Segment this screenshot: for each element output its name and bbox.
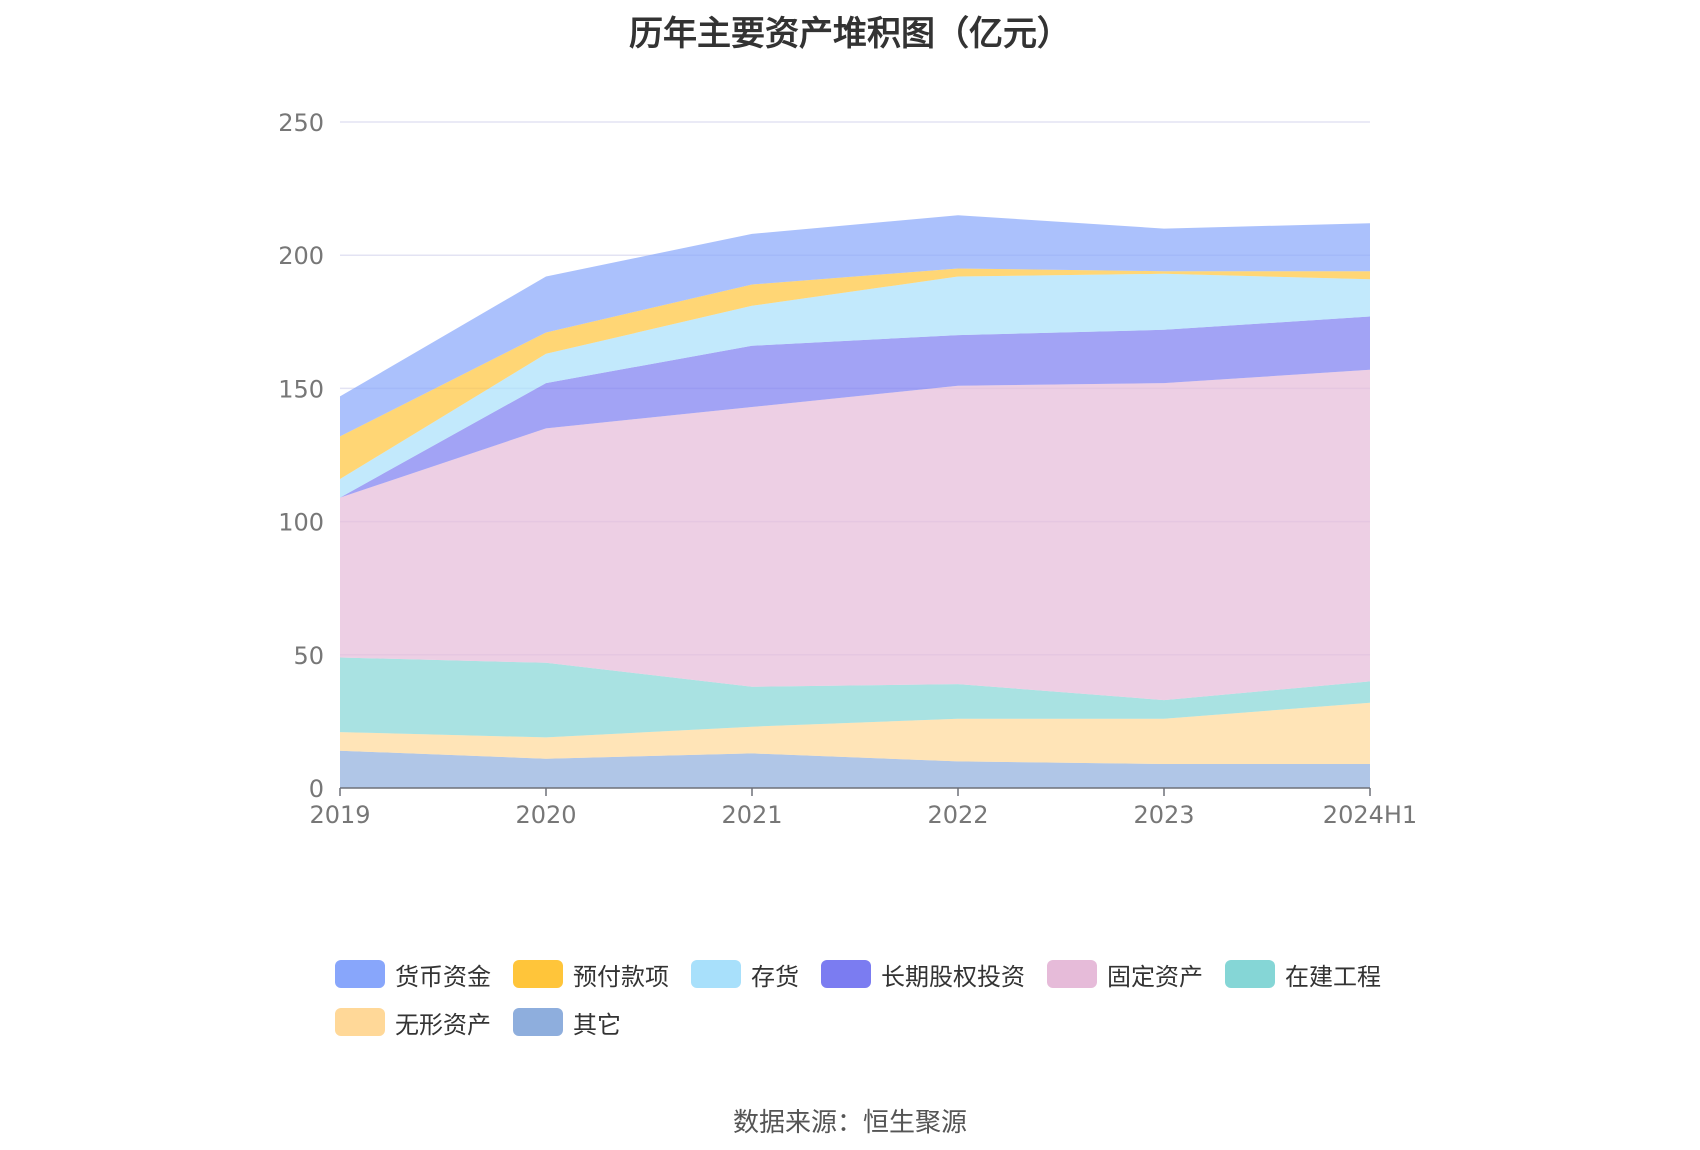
area-series: [340, 215, 1370, 788]
x-tick-label: 2023: [1133, 801, 1194, 829]
legend-label: 长期股权投资: [881, 962, 1025, 991]
legend-swatch: [1047, 960, 1097, 988]
legend-item[interactable]: 在建工程: [1225, 957, 1381, 992]
legend-label: 其它: [573, 1010, 621, 1039]
area-货币资金: [340, 215, 1370, 437]
legend-swatch: [513, 960, 563, 988]
area-在建工程: [340, 657, 1370, 738]
x-tick-label: 2020: [515, 801, 576, 829]
y-tick-label: 0: [309, 775, 324, 803]
y-tick-label: 150: [278, 375, 324, 403]
area-长期股权投资: [340, 316, 1370, 498]
legend-swatch: [821, 960, 871, 988]
x-tick-label: 2022: [927, 801, 988, 829]
y-tick-label: 250: [278, 109, 324, 137]
legend-swatch: [335, 960, 385, 988]
legend-swatch: [1225, 960, 1275, 988]
area-无形资产: [340, 702, 1370, 764]
legend-label: 无形资产: [395, 1010, 491, 1039]
legend-label: 存货: [751, 962, 799, 991]
legend-label: 预付款项: [573, 962, 669, 991]
area-固定资产: [340, 369, 1370, 701]
legend-item[interactable]: 预付款项: [513, 957, 669, 992]
stacked-area-chart: 0 50 100 150 200 250 2019 2020 2021 2022 2023 2024H…: [278, 109, 1417, 829]
y-tick-label: 100: [278, 509, 324, 537]
legend-row: 无形资产 其它: [335, 998, 1435, 1046]
legend-item[interactable]: 货币资金: [335, 957, 491, 992]
legend: 货币资金 预付款项 存货 长期股权投资 固定资产 在建工程 无形资产 其它: [335, 950, 1435, 1046]
y-tick-label: 50: [293, 642, 324, 670]
x-tick-label: 2019: [309, 801, 370, 829]
y-tick-label: 200: [278, 242, 324, 270]
area-存货: [340, 273, 1370, 498]
legend-label: 在建工程: [1285, 962, 1381, 991]
legend-item[interactable]: 存货: [691, 957, 799, 992]
legend-row: 货币资金 预付款项 存货 长期股权投资 固定资产 在建工程: [335, 950, 1435, 998]
x-tick-label: 2021: [721, 801, 782, 829]
area-其它: [340, 750, 1370, 788]
area-预付款项: [340, 268, 1370, 479]
x-tick-label: 2024H1: [1323, 801, 1417, 829]
legend-swatch: [335, 1008, 385, 1036]
legend-item[interactable]: 无形资产: [335, 1005, 491, 1040]
data-source: 数据来源：恒生聚源: [732, 1108, 967, 1138]
legend-item[interactable]: 其它: [513, 1005, 621, 1040]
chart-title: 历年主要资产堆积图（亿元）: [629, 14, 1071, 54]
axes: 0 50 100 150 200 250 2019 2020 2021 2022 2023 2024H…: [278, 109, 1417, 829]
legend-swatch: [513, 1008, 563, 1036]
legend-swatch: [691, 960, 741, 988]
legend-label: 货币资金: [395, 962, 491, 991]
legend-label: 固定资产: [1107, 962, 1203, 991]
legend-item[interactable]: 长期股权投资: [821, 957, 1025, 992]
legend-item[interactable]: 固定资产: [1047, 957, 1203, 992]
